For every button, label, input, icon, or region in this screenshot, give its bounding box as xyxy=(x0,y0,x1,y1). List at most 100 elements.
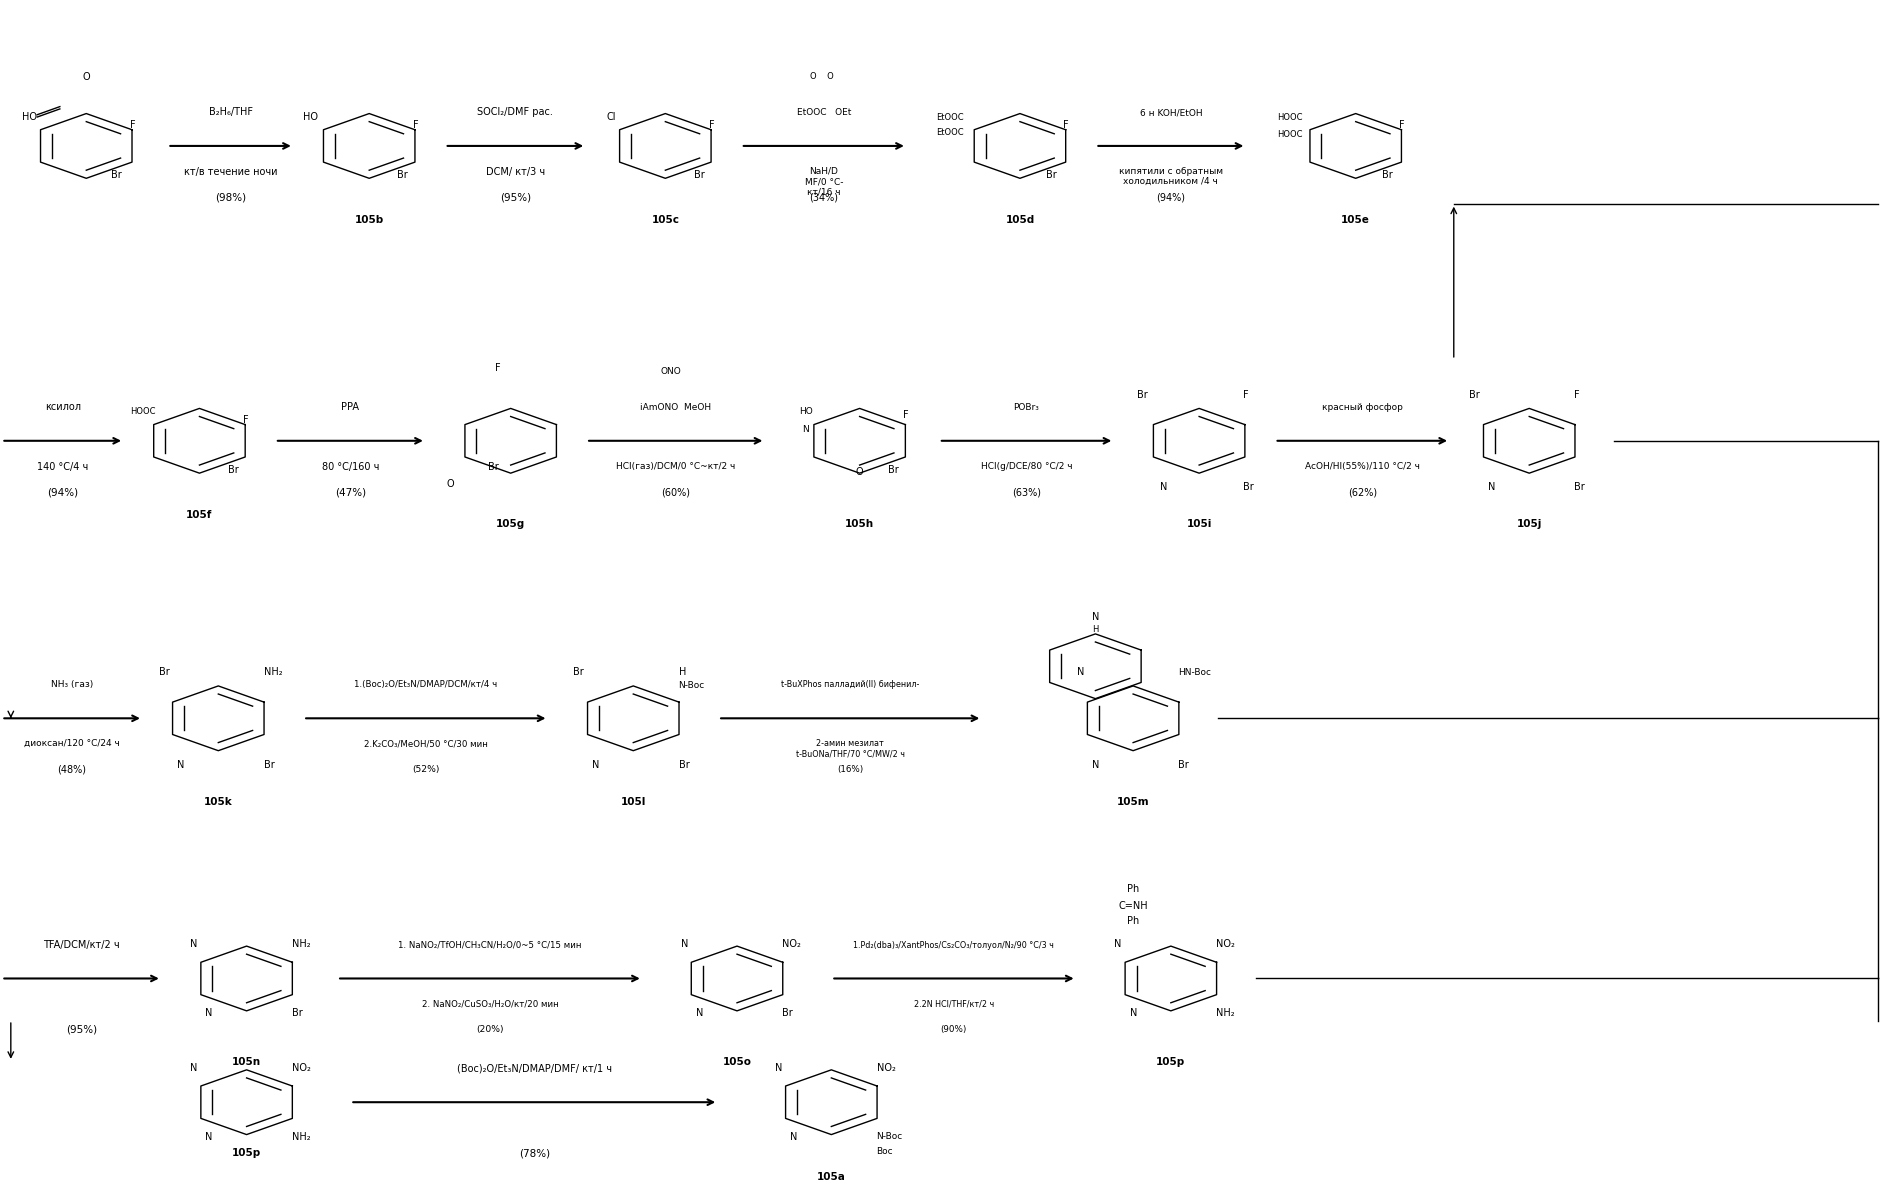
Text: Br: Br xyxy=(1243,483,1252,492)
Text: AcOH/HI(55%)/110 °C/2 ч: AcOH/HI(55%)/110 °C/2 ч xyxy=(1305,461,1421,471)
Text: HOOC: HOOC xyxy=(1277,112,1303,122)
Text: t-BuXPhos палладий(II) бифенил-: t-BuXPhos палладий(II) бифенил- xyxy=(780,681,920,689)
Text: кт/в течение ночи: кт/в течение ночи xyxy=(183,166,278,177)
Text: 2.K₂CO₃/MeOH/50 °C/30 мин: 2.K₂CO₃/MeOH/50 °C/30 мин xyxy=(365,739,487,748)
Text: ксилол: ксилол xyxy=(45,402,81,412)
Text: 105j: 105j xyxy=(1517,519,1541,530)
Text: N: N xyxy=(206,1132,213,1142)
Text: (90%): (90%) xyxy=(941,1024,967,1034)
Text: 2. NaNO₂/CuSO₃/H₂O/кт/20 мин: 2. NaNO₂/CuSO₃/H₂O/кт/20 мин xyxy=(421,999,559,1008)
Text: Br: Br xyxy=(229,465,238,474)
Text: 105k: 105k xyxy=(204,796,232,807)
Text: N: N xyxy=(1130,1008,1137,1018)
Text: HOOC: HOOC xyxy=(130,407,157,417)
Text: NO₂: NO₂ xyxy=(1217,939,1235,949)
Text: N: N xyxy=(191,1062,198,1073)
Text: F: F xyxy=(130,120,136,130)
Text: Boc: Boc xyxy=(876,1147,893,1156)
Text: 80 °C/160 ч: 80 °C/160 ч xyxy=(321,461,380,472)
Text: Br: Br xyxy=(264,760,274,769)
Text: F: F xyxy=(412,120,417,130)
Text: NO₂: NO₂ xyxy=(293,1062,312,1073)
Text: 105m: 105m xyxy=(1116,796,1149,807)
Text: Br: Br xyxy=(888,465,899,474)
Text: 140 °C/4 ч: 140 °C/4 ч xyxy=(38,461,89,472)
Text: 105p: 105p xyxy=(232,1148,261,1159)
Text: (63%): (63%) xyxy=(1013,487,1041,497)
Text: Ph: Ph xyxy=(1128,884,1139,893)
Text: N: N xyxy=(1092,612,1099,622)
Text: (16%): (16%) xyxy=(837,765,863,774)
Text: F: F xyxy=(903,411,909,420)
Text: Br: Br xyxy=(487,461,499,472)
Text: кипятили с обратным
холодильником /4 ч: кипятили с обратным холодильником /4 ч xyxy=(1118,166,1222,186)
Text: 105h: 105h xyxy=(844,519,875,530)
Text: (98%): (98%) xyxy=(215,192,246,202)
Text: Br: Br xyxy=(159,667,170,677)
Text: (34%): (34%) xyxy=(808,192,839,202)
Text: Br: Br xyxy=(1137,389,1149,400)
Text: NH₂: NH₂ xyxy=(293,1132,310,1142)
Text: F: F xyxy=(244,415,249,425)
Text: (52%): (52%) xyxy=(412,765,440,774)
Text: ONO: ONO xyxy=(661,367,682,375)
Text: Br: Br xyxy=(574,667,584,677)
Text: 105b: 105b xyxy=(355,215,383,225)
Text: (60%): (60%) xyxy=(661,487,689,497)
Text: 2-амин мезилат
t-BuONa/THF/70 °C/MW/2 ч: 2-амин мезилат t-BuONa/THF/70 °C/MW/2 ч xyxy=(795,739,905,759)
Text: (78%): (78%) xyxy=(519,1148,550,1159)
Text: EtOOC   OEt: EtOOC OEt xyxy=(797,109,850,117)
Text: HCl(g/DCE/80 °C/2 ч: HCl(g/DCE/80 °C/2 ч xyxy=(980,461,1073,471)
Text: 105p: 105p xyxy=(1156,1057,1186,1067)
Text: Br: Br xyxy=(1470,389,1481,400)
Text: (94%): (94%) xyxy=(47,487,77,497)
Text: Br: Br xyxy=(1179,760,1190,769)
Text: (20%): (20%) xyxy=(476,1024,504,1034)
Text: N: N xyxy=(803,425,808,434)
Text: 2.2N HCl/THF/кт/2 ч: 2.2N HCl/THF/кт/2 ч xyxy=(914,999,994,1008)
Text: F: F xyxy=(495,363,501,373)
Text: C=NH: C=NH xyxy=(1118,902,1149,911)
Text: N: N xyxy=(774,1062,782,1073)
Text: TFA/DCM/кт/2 ч: TFA/DCM/кт/2 ч xyxy=(43,939,119,950)
Text: Cl: Cl xyxy=(606,112,616,122)
Text: (47%): (47%) xyxy=(334,487,366,497)
Text: HCl(газ)/DCM/0 °C~кт/2 ч: HCl(газ)/DCM/0 °C~кт/2 ч xyxy=(616,461,735,471)
Text: HN-Boc: HN-Boc xyxy=(1179,668,1211,676)
Text: (62%): (62%) xyxy=(1347,487,1377,497)
Text: N: N xyxy=(178,760,185,769)
Text: NO₂: NO₂ xyxy=(782,939,801,949)
Text: Br: Br xyxy=(693,170,705,179)
Text: EtOOC: EtOOC xyxy=(935,112,963,122)
Text: N: N xyxy=(1092,760,1099,769)
Text: N: N xyxy=(790,1132,797,1142)
Text: O: O xyxy=(856,467,863,478)
Text: (94%): (94%) xyxy=(1156,192,1184,202)
Text: HO: HO xyxy=(304,112,317,122)
Text: NH₂: NH₂ xyxy=(1217,1008,1235,1018)
Text: O    O: O O xyxy=(810,72,833,81)
Text: 1.Pd₂(dba)₃/XantPhos/Cs₂CO₃/толуол/N₂/90 °C/3 ч: 1.Pd₂(dba)₃/XantPhos/Cs₂CO₃/толуол/N₂/90… xyxy=(854,940,1054,950)
Text: диоксан/120 °C/24 ч: диоксан/120 °C/24 ч xyxy=(25,739,121,748)
Text: 105o: 105o xyxy=(722,1057,752,1067)
Text: (95%): (95%) xyxy=(66,1024,96,1035)
Text: (95%): (95%) xyxy=(501,192,531,202)
Text: N: N xyxy=(1489,483,1496,492)
Text: PPA: PPA xyxy=(342,402,359,412)
Text: Br: Br xyxy=(111,170,121,179)
Text: B₂H₆/THF: B₂H₆/THF xyxy=(208,107,253,117)
Text: SOCl₂/DMF рас.: SOCl₂/DMF рас. xyxy=(478,107,553,117)
Text: Br: Br xyxy=(397,170,408,179)
Text: 1. NaNO₂/TfOH/CH₃CN/H₂O/0~5 °C/15 мин: 1. NaNO₂/TfOH/CH₃CN/H₂O/0~5 °C/15 мин xyxy=(399,940,582,950)
Text: N: N xyxy=(1160,483,1167,492)
Text: Br: Br xyxy=(1575,483,1585,492)
Text: H: H xyxy=(678,667,686,677)
Text: 105f: 105f xyxy=(187,510,213,520)
Text: N: N xyxy=(680,939,688,949)
Text: (48%): (48%) xyxy=(59,765,87,774)
Text: O: O xyxy=(446,479,453,489)
Text: 105a: 105a xyxy=(816,1172,846,1180)
Text: красный фосфор: красный фосфор xyxy=(1322,402,1404,412)
Text: HOOC: HOOC xyxy=(1277,130,1303,139)
Text: Br: Br xyxy=(293,1008,302,1018)
